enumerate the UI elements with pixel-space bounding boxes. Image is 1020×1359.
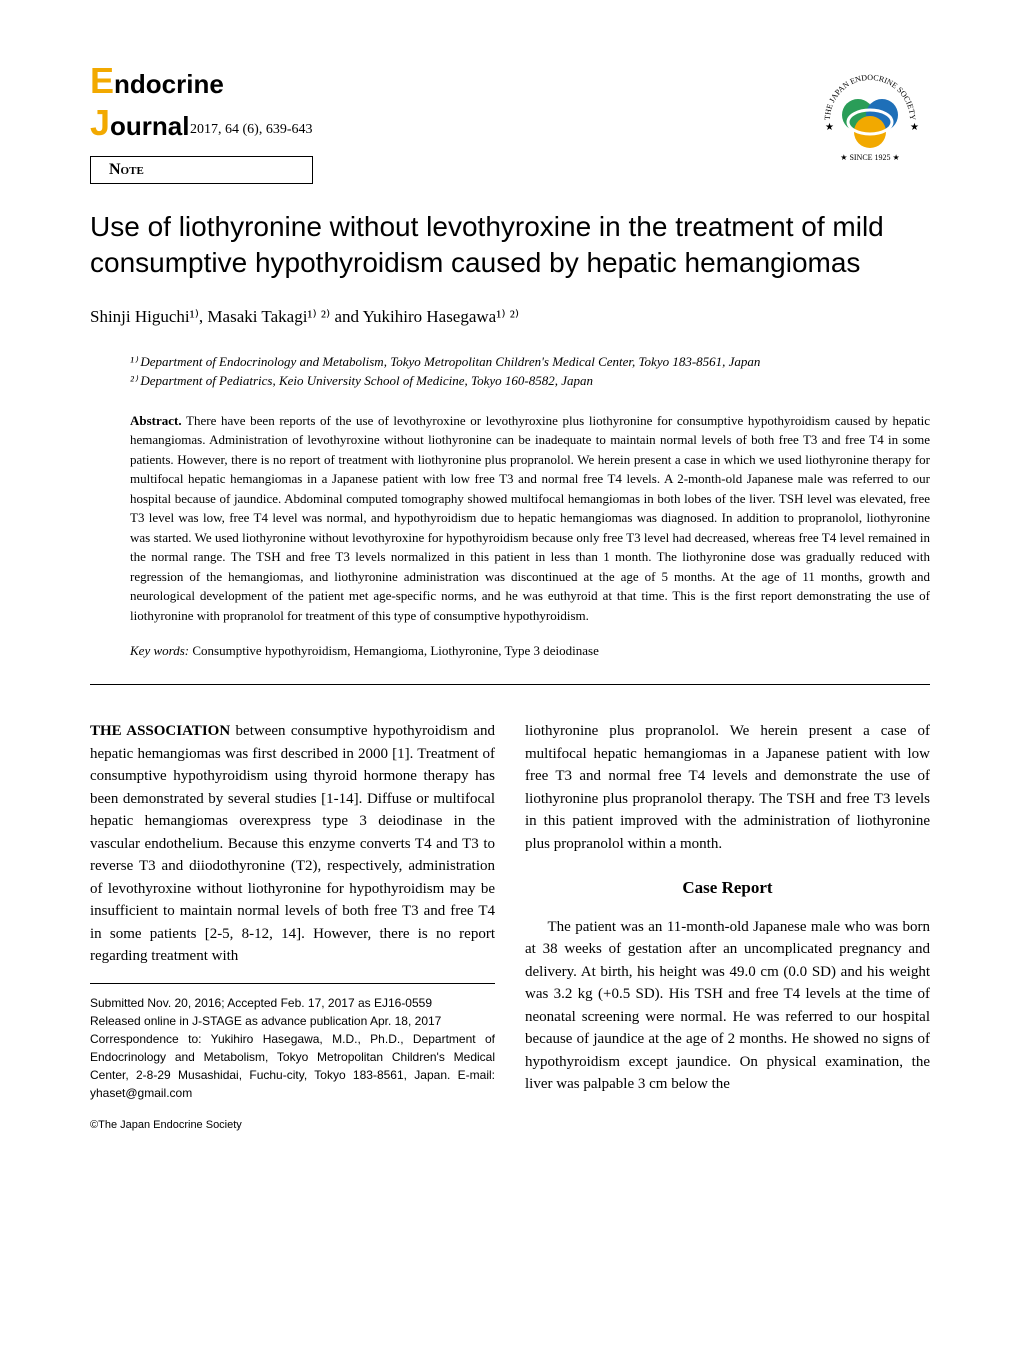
section-divider [90, 684, 930, 685]
keywords-text: Consumptive hypothyroidism, Hemangioma, … [192, 643, 599, 658]
abstract-text: There have been reports of the use of le… [130, 413, 930, 623]
affiliation-2: ²⁾ Department of Pediatrics, Keio Univer… [130, 371, 930, 391]
svg-text:★ SINCE 1925 ★: ★ SINCE 1925 ★ [840, 153, 899, 162]
abstract-label: Abstract. [130, 413, 182, 428]
released-line: Released online in J-STAGE as advance pu… [90, 1012, 495, 1030]
intro-caps: THE ASSOCIATION [90, 723, 230, 739]
col2-para1: liothyronine plus propranolol. We herein… [525, 720, 930, 855]
abstract: Abstract. There have been reports of the… [130, 411, 930, 626]
affiliations: ¹⁾ Department of Endocrinology and Metab… [130, 352, 930, 391]
svg-text:★: ★ [910, 122, 919, 133]
footer-divider [90, 983, 495, 984]
article-title: Use of liothyronine without levothyroxin… [90, 209, 930, 282]
journal-text: ournal [110, 111, 189, 141]
correspondence: Correspondence to: Yukihiro Hasegawa, M.… [90, 1030, 495, 1102]
note-badge: Note [90, 156, 313, 184]
copyright: ©The Japan Endocrine Society [90, 1117, 495, 1134]
col2-para2: The patient was an 11-month-old Japanese… [525, 916, 930, 1096]
svg-text:★: ★ [825, 122, 834, 133]
affiliation-1: ¹⁾ Department of Endocrinology and Metab… [130, 352, 930, 372]
journal-logo-block: Endocrine Journal 2017, 64 (6), 639-643 … [90, 60, 313, 184]
journal-citation: 2017, 64 (6), 639-643 [190, 122, 313, 138]
submission-info: Submitted Nov. 20, 2016; Accepted Feb. 1… [90, 994, 495, 1102]
keywords: Key words: Consumptive hypothyroidism, H… [130, 643, 930, 659]
left-column: THE ASSOCIATION between consumptive hypo… [90, 720, 495, 1133]
header: Endocrine Journal 2017, 64 (6), 639-643 … [90, 60, 930, 184]
body-content: THE ASSOCIATION between consumptive hypo… [90, 720, 930, 1133]
keywords-label: Key words: [130, 643, 189, 658]
case-report-heading: Case Report [525, 875, 930, 901]
intro-paragraph: THE ASSOCIATION between consumptive hypo… [90, 720, 495, 968]
endocrine-text: ndocrine [114, 69, 224, 99]
col1-text: between consumptive hypothyroidism and h… [90, 723, 495, 964]
right-column: liothyronine plus propranolol. We herein… [525, 720, 930, 1133]
society-logo: THE JAPAN ENDOCRINE SOCIETY ★ SINCE 1925… [810, 60, 930, 180]
submitted-line: Submitted Nov. 20, 2016; Accepted Feb. 1… [90, 994, 495, 1012]
authors: Shinji Higuchi¹⁾, Masaki Takagi¹⁾ ²⁾ and… [90, 307, 930, 327]
